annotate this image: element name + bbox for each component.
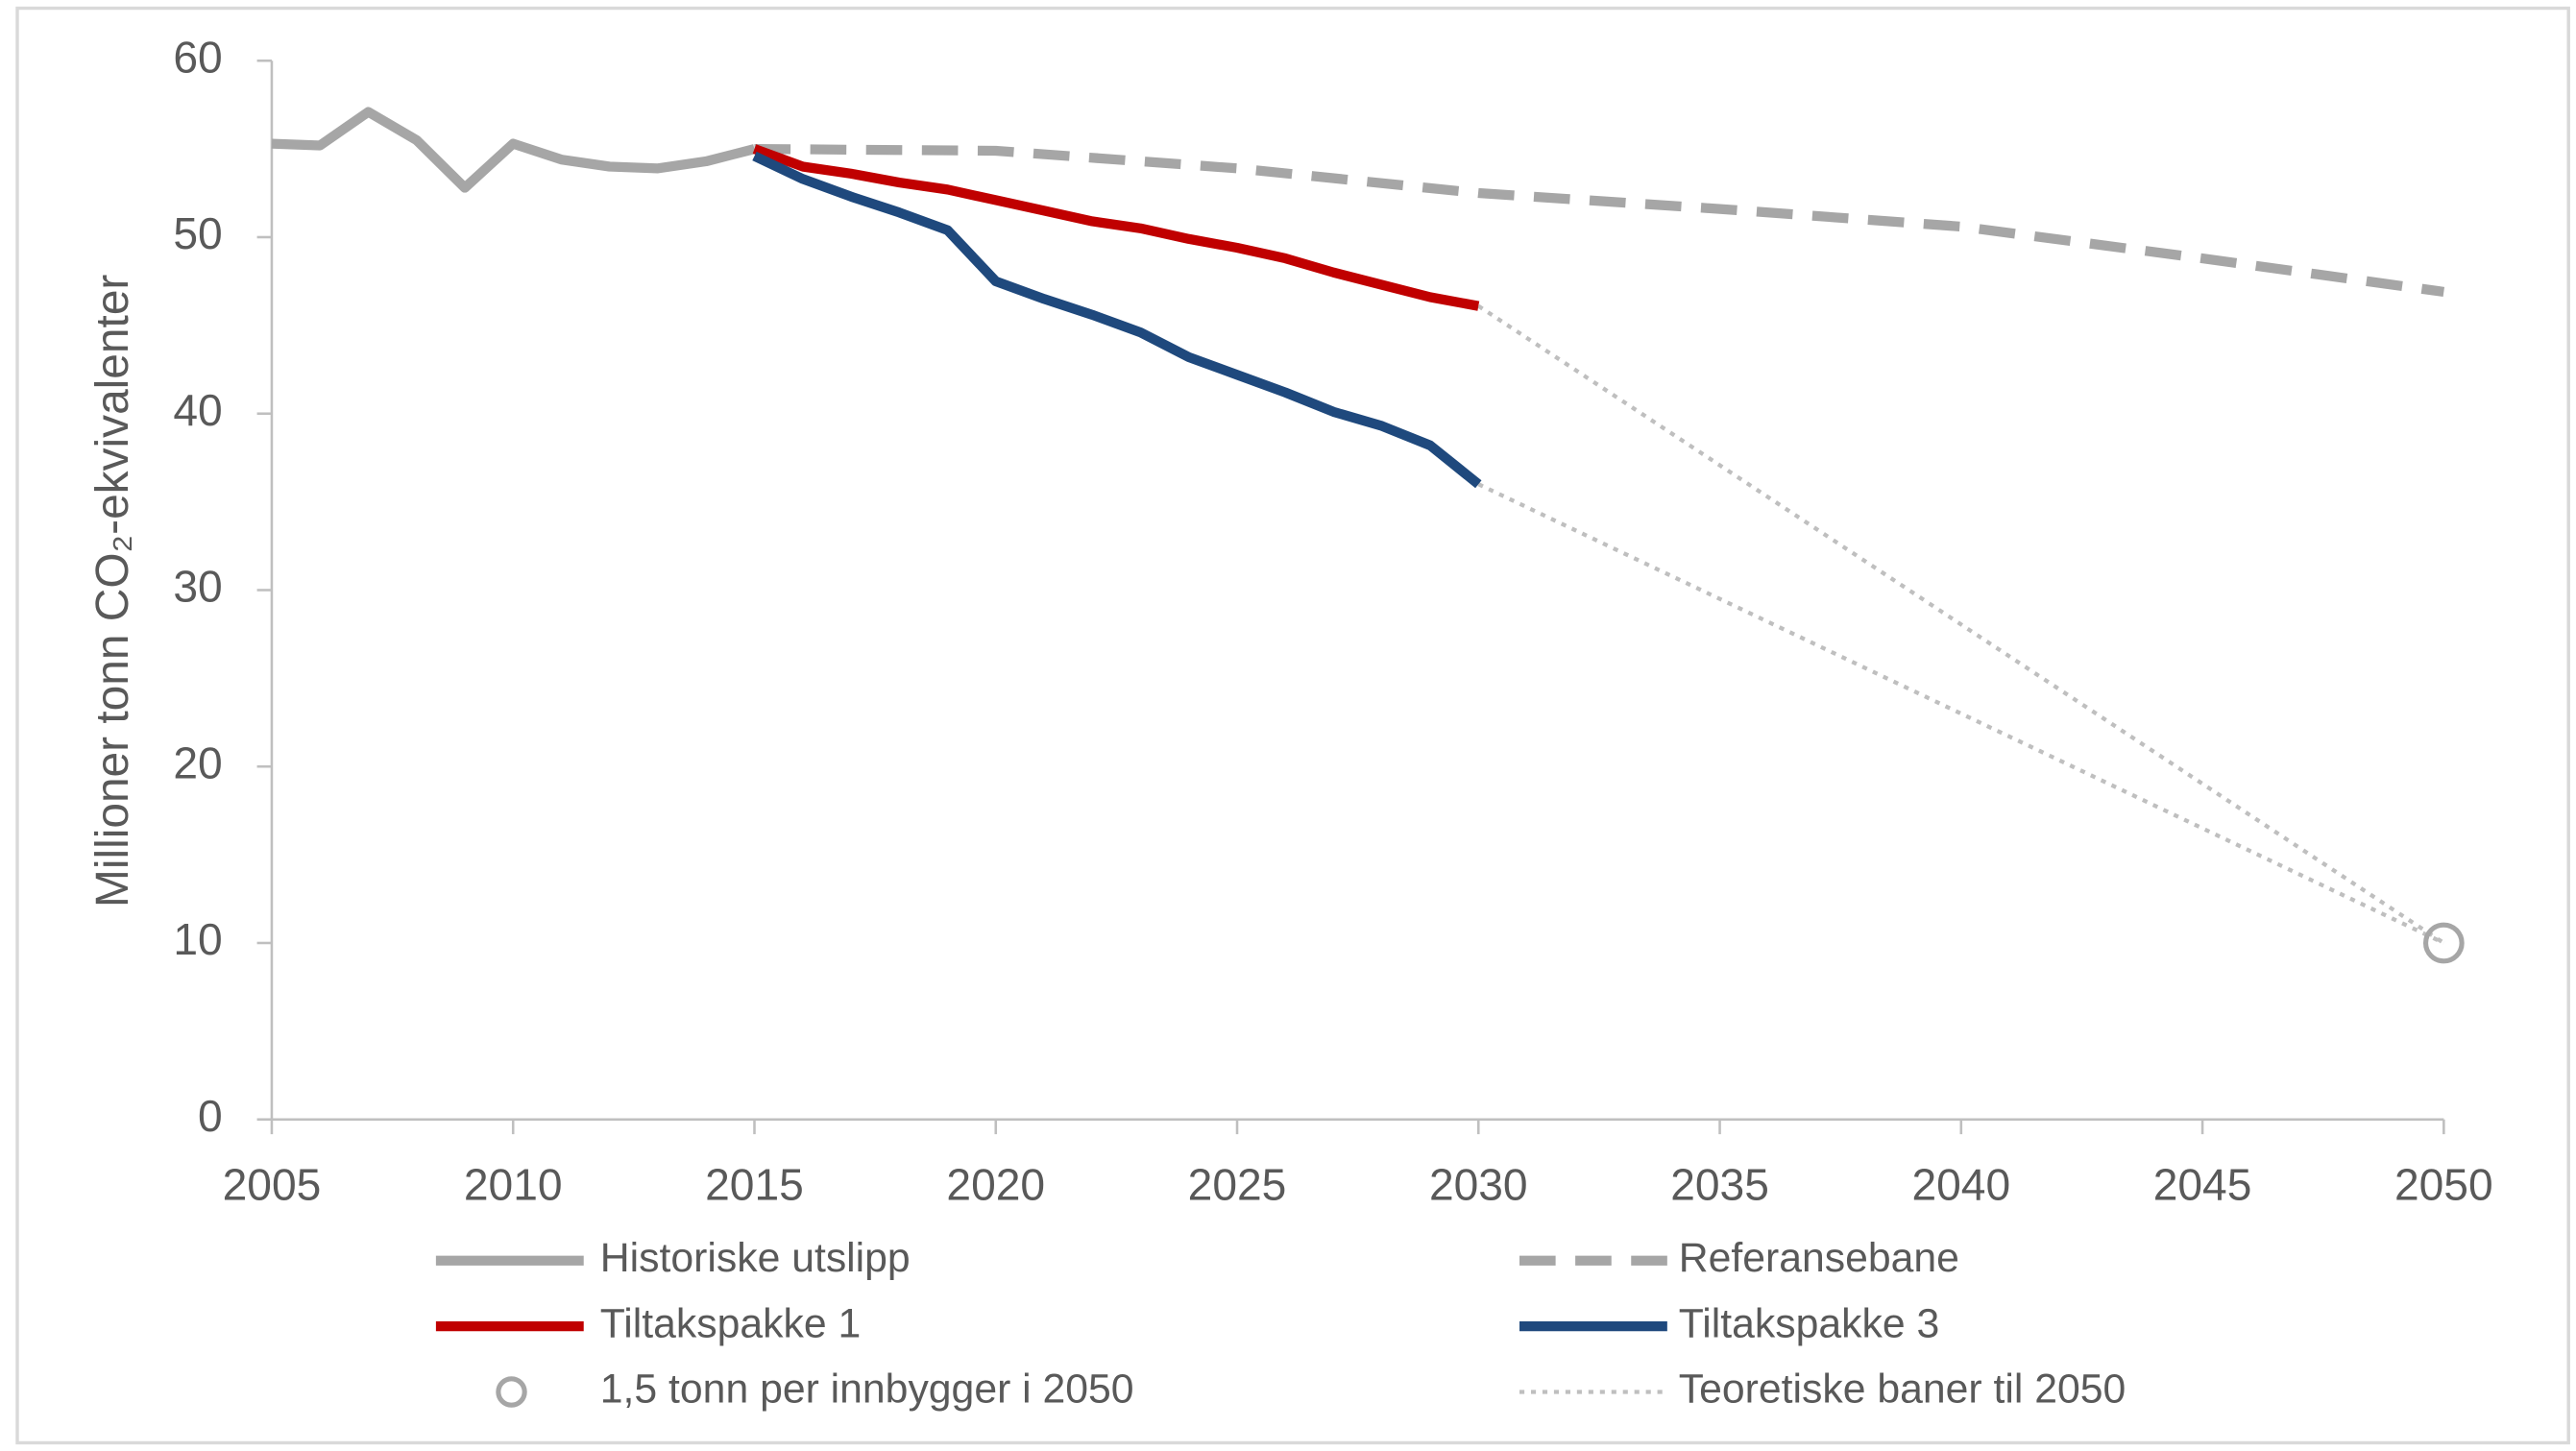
- series-line: [754, 143, 2445, 298]
- series-line: [752, 144, 1480, 311]
- y-tick-label: 30: [173, 562, 222, 612]
- x-tick-label: 2025: [1188, 1160, 1287, 1210]
- y-tick-label: 0: [198, 1091, 223, 1141]
- y-tick-label: 50: [173, 208, 222, 258]
- legend-label: Historiske utslipp: [600, 1235, 911, 1281]
- x-tick-label: 2045: [2153, 1160, 2252, 1210]
- legend-label: Tiltakspakke 3: [1679, 1300, 1939, 1346]
- y-tick-label: 40: [173, 385, 222, 435]
- legend-label: 1,5 tonn per innbygger i 2050: [600, 1366, 1134, 1413]
- x-tick-label: 2005: [223, 1160, 322, 1210]
- theoretical-line: [1477, 482, 2445, 945]
- x-tick-label: 2020: [946, 1160, 1045, 1210]
- y-tick-label: 60: [173, 32, 222, 82]
- x-tick-label: 2035: [1670, 1160, 1769, 1210]
- series-line: [271, 107, 756, 193]
- x-tick-label: 2030: [1429, 1160, 1528, 1210]
- legend-label: Tiltakspakke 1: [600, 1300, 861, 1346]
- y-tick-label: 20: [173, 738, 222, 787]
- y-axis-label: Millioner tonn CO₂-ekvivalenter: [87, 275, 138, 907]
- x-tick-label: 2010: [464, 1160, 563, 1210]
- theoretical-line: [1477, 303, 2445, 945]
- x-tick-label: 2050: [2394, 1160, 2493, 1210]
- legend-marker: [496, 1376, 527, 1408]
- target-marker: [2422, 922, 2465, 964]
- x-tick-label: 2040: [1911, 1160, 2010, 1210]
- series-line: [752, 151, 1482, 489]
- legend-label: Referansebane: [1679, 1235, 1959, 1281]
- chart-frame: [15, 6, 2570, 1445]
- legend-label: Teoretiske baner til 2050: [1679, 1366, 2126, 1413]
- x-tick-label: 2015: [705, 1160, 804, 1210]
- y-tick-label: 10: [173, 914, 222, 964]
